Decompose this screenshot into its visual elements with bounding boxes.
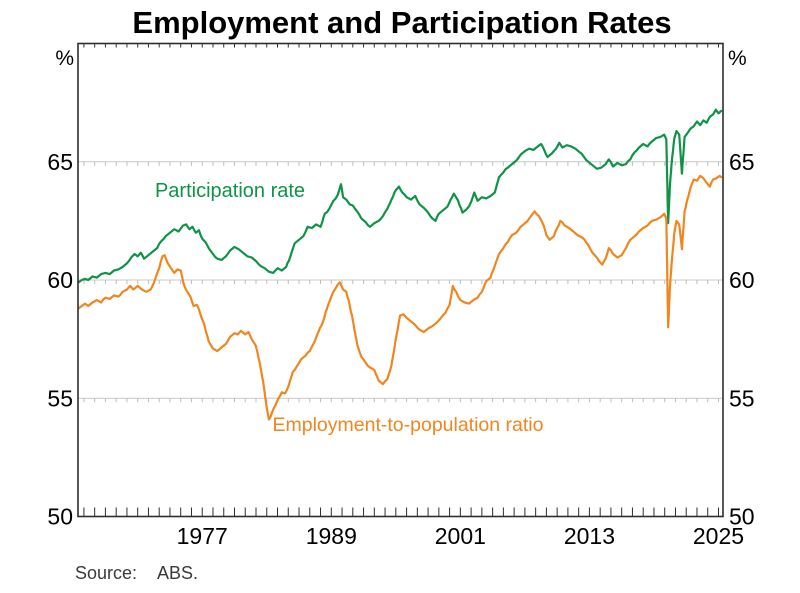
series-layer xyxy=(78,108,723,421)
x-axis-label-2025: 2025 xyxy=(693,523,744,549)
chart-title: Employment and Participation Rates xyxy=(132,5,671,40)
source-value: ABS. xyxy=(157,563,198,583)
series-line-employment-to-population xyxy=(78,174,723,421)
x-axis-label-1977: 1977 xyxy=(177,523,228,549)
grid-layer xyxy=(78,161,723,399)
y-axis-label-right-55: 55 xyxy=(729,385,755,411)
source-label: Source: xyxy=(75,563,137,583)
x-axis-label-2013: 2013 xyxy=(564,523,615,549)
y-axis-unit-left: % xyxy=(55,47,74,70)
employment-ratio-series-label: Employment-to-population ratio xyxy=(273,414,544,436)
axis-label-layer: 50 50 55 55 60 60 65 65 1977 1989 2001 2013 2025 xyxy=(47,149,754,549)
y-axis-unit-right: % xyxy=(728,47,747,70)
plot-frame xyxy=(77,42,724,518)
y-axis-label-right-50: 50 xyxy=(729,504,755,530)
y-axis-label-left-50: 50 xyxy=(47,504,73,530)
y-axis-label-left-60: 60 xyxy=(47,267,73,293)
x-axis-label-1989: 1989 xyxy=(306,523,357,549)
y-axis-label-right-65: 65 xyxy=(729,149,755,175)
series-line-participation-rate xyxy=(78,108,723,284)
x-axis-label-2001: 2001 xyxy=(435,523,486,549)
y-axis-label-right-60: 60 xyxy=(729,267,755,293)
participation-rate-series-label: Participation rate xyxy=(155,180,305,202)
y-axis-label-left-65: 65 xyxy=(47,149,73,175)
y-axis-label-left-55: 55 xyxy=(47,385,73,411)
